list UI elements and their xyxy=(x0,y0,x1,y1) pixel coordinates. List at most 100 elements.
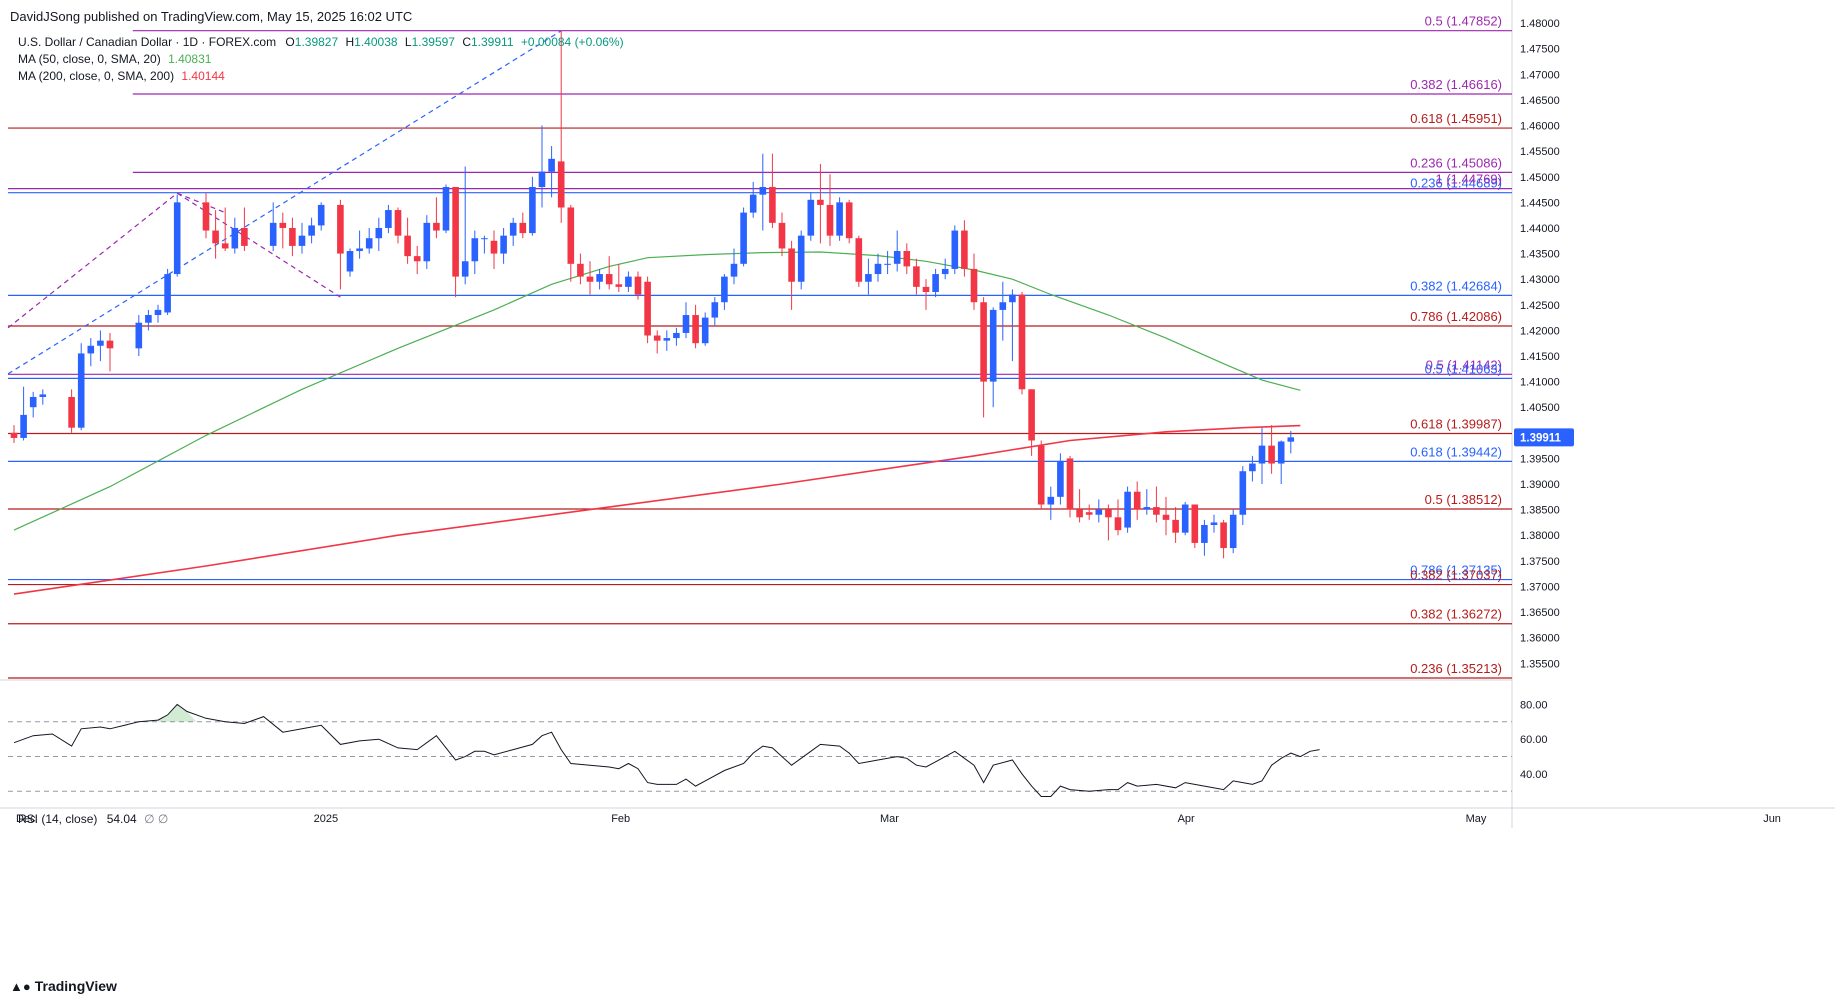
candle-body xyxy=(903,251,911,267)
price-axis-tick-label: 1.45500 xyxy=(1520,146,1560,158)
fib-level-label: 0.382 (1.36272) xyxy=(1410,607,1502,622)
candle-body xyxy=(1133,491,1141,510)
candle-body xyxy=(77,353,85,428)
candle-body xyxy=(231,227,239,249)
time-axis-label: Mar xyxy=(880,813,899,825)
time-axis-label: Apr xyxy=(1178,813,1195,825)
candle-body xyxy=(999,302,1007,310)
price-axis-tick-label: 1.39000 xyxy=(1520,479,1560,491)
last-price-tag-label: 1.39911 xyxy=(1520,432,1562,444)
fib-level-label: 0.5 (1.41142) xyxy=(1426,357,1502,372)
candle-body xyxy=(279,222,287,228)
time-axis-label: 2025 xyxy=(314,813,338,825)
candle-body xyxy=(452,187,459,277)
candle-body xyxy=(845,202,853,239)
candle-body xyxy=(346,251,354,272)
rsi-label: RSI (14, close) xyxy=(18,812,98,826)
candle-body xyxy=(721,276,728,303)
fib-level-label: 0.5 (1.38512) xyxy=(1425,492,1502,507)
candle-body xyxy=(519,222,527,234)
ma200-line xyxy=(13,424,1301,595)
candle-body xyxy=(586,276,594,282)
candle-body xyxy=(893,251,901,264)
fib-level-label: 0.382 (1.42684) xyxy=(1410,278,1502,293)
tradingview-logo[interactable]: ▲● TradingView xyxy=(10,978,117,994)
price-axis-tick-label: 1.37000 xyxy=(1520,581,1560,593)
candle-body xyxy=(922,286,930,292)
price-axis-tick-label: 1.39500 xyxy=(1520,453,1560,465)
publisher-line: DavidJSong published on TradingView.com,… xyxy=(10,9,413,24)
candle-body xyxy=(1018,294,1026,390)
candle-body xyxy=(836,202,843,236)
fib-level-label: 0.382 (1.37037) xyxy=(1410,568,1502,583)
candle-body xyxy=(989,309,997,382)
price-axis-tick-label: 1.46000 xyxy=(1520,121,1560,133)
candle-body xyxy=(413,256,421,262)
candle-body xyxy=(682,315,690,333)
price-axis-tick-label: 1.38500 xyxy=(1520,505,1560,517)
fib-level-label: 0.382 (1.46616) xyxy=(1410,77,1502,92)
candle-body xyxy=(951,230,959,269)
candle-body xyxy=(356,248,363,252)
candle-body xyxy=(365,238,373,249)
candle-body xyxy=(749,194,757,213)
candle-body xyxy=(1181,504,1189,533)
candle-body xyxy=(289,227,296,246)
fib-level-label: 1 (1.44769) xyxy=(1436,172,1503,187)
candle-body xyxy=(1124,491,1131,528)
candle-body xyxy=(308,225,315,236)
candle-body xyxy=(337,204,344,254)
symbol-title: U.S. Dollar / Canadian Dollar · 1D · FOR… xyxy=(18,35,277,49)
candle-body xyxy=(807,199,815,236)
rsi-pane xyxy=(8,703,1512,797)
candle-body xyxy=(644,281,651,336)
time-axis-label: Dec xyxy=(16,813,36,825)
candle-body xyxy=(1210,522,1218,525)
price-axis-tick-label: 1.43000 xyxy=(1520,274,1560,286)
price-axis-tick-label: 1.44000 xyxy=(1520,223,1560,235)
candle-body xyxy=(375,227,383,239)
candle-body xyxy=(1268,445,1275,464)
candle-body xyxy=(759,187,767,195)
candle-body xyxy=(663,338,671,341)
candle-body xyxy=(605,274,613,285)
rsi-axis-tick-label: 40.00 xyxy=(1520,769,1548,781)
candle-body xyxy=(874,263,882,275)
candle-body xyxy=(1057,460,1064,497)
candle-body xyxy=(154,309,162,316)
candle-body xyxy=(1105,509,1112,518)
candle-body xyxy=(817,199,824,205)
candle-body xyxy=(212,230,219,244)
candle-body xyxy=(529,187,536,234)
candle-body xyxy=(980,302,987,382)
candle-body xyxy=(740,212,747,264)
low-value: 1.39597 xyxy=(411,35,455,49)
price-axis-tick-label: 1.37500 xyxy=(1520,556,1560,568)
candle-body xyxy=(423,222,431,262)
candle-body xyxy=(29,396,37,408)
candle-body xyxy=(1085,512,1093,515)
candle-body xyxy=(145,315,152,323)
candle-body xyxy=(1249,463,1256,472)
price-axis-tick-label: 1.42500 xyxy=(1520,300,1560,312)
price-axis-tick-label: 1.46500 xyxy=(1520,95,1560,107)
candle-body xyxy=(317,204,325,226)
rsi-axis-tick-label: 80.00 xyxy=(1520,699,1548,711)
candle-body xyxy=(404,235,411,257)
candle-body xyxy=(1066,458,1074,510)
price-axis-tick-label: 1.42000 xyxy=(1520,325,1560,337)
candle-body xyxy=(932,274,939,292)
price-axis-tick-label: 1.47000 xyxy=(1520,69,1560,81)
candle-body xyxy=(769,187,776,223)
candle-body xyxy=(97,340,104,346)
price-axis-tick-label: 1.44500 xyxy=(1520,197,1560,209)
fib-level-label: 0.236 (1.35213) xyxy=(1410,661,1502,676)
candle-body xyxy=(730,263,738,277)
candle-body xyxy=(68,396,75,428)
candle-body xyxy=(173,202,181,275)
price-axis-tick-label: 1.43500 xyxy=(1520,249,1560,261)
candle-body xyxy=(596,274,603,282)
candle-body xyxy=(241,227,248,246)
open-value: 1.39827 xyxy=(294,35,339,49)
